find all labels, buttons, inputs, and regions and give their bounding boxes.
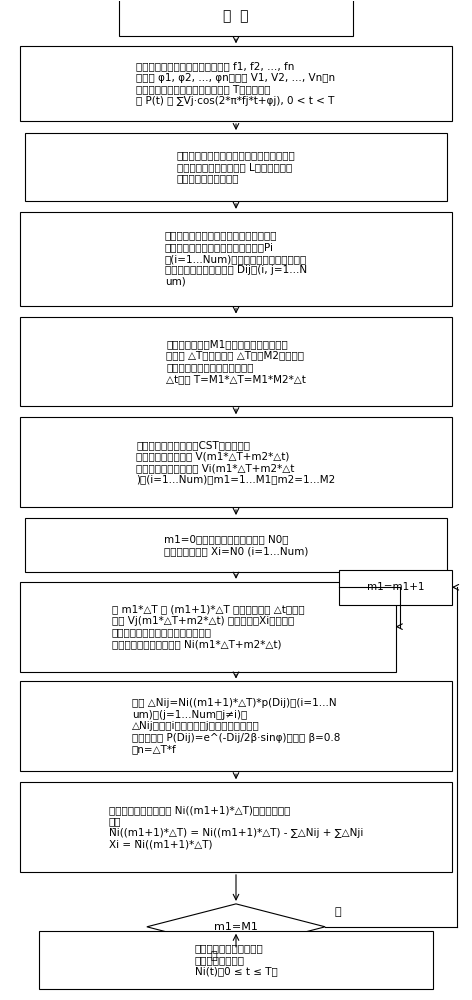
- Text: 计算 △Nij=Ni((m1+1)*△T)*p(Dij)，(i=1...N
um)，(j=1...Num，j≠i)，
△Nij代表第i个区域向第j个区域扩散的电: 计算 △Nij=Ni((m1+1)*△T)*p(Dij)，(i=1...N um…: [132, 698, 340, 755]
- Text: 对仿真时间进行M1等分，时间长度记为扩
散步长 △T，把每一个 △T进行M2等分，等
分后的时间步长记为累计步长为
△t，即 T=M1*△T=M1*M2*△t: 对仿真时间进行M1等分，时间长度记为扩 散步长 △T，把每一个 △T进行M2等分…: [166, 339, 306, 384]
- Text: 结束计算，获得电子数目
随时间的变化曲线
Ni(t)，0 ≤ t ≤ T。: 结束计算，获得电子数目 随时间的变化曲线 Ni(t)，0 ≤ t ≤ T。: [194, 943, 278, 976]
- FancyBboxPatch shape: [39, 931, 433, 989]
- FancyBboxPatch shape: [20, 582, 396, 672]
- Text: m1=0，区域的初始电子数目为 N0，
仿真初始时刻令 Xi=N0 (i=1...Num): m1=0，区域的初始电子数目为 N0， 仿真初始时刻令 Xi=N0 (i=1..…: [164, 534, 308, 556]
- FancyBboxPatch shape: [20, 212, 452, 306]
- Text: 确定待分析的激励信号，载波频率 f1, f2, …, fn
，相位 φ1, φ2, …, φn，幅值 V1, V2, …, Vn，n
为载波路数；确定仿真的时间: 确定待分析的激励信号，载波频率 f1, f2, …, fn ，相位 φ1, φ2…: [136, 61, 336, 106]
- Polygon shape: [147, 904, 325, 950]
- Text: 在与外加电场垂直的方向对待分析的微波
部件横截面进行等分，每个区域记为Pi
，(i=1...Num)，在扩散方向上，任意两个
区域中心之间的距离记为 Dij，(: 在与外加电场垂直的方向对待分析的微波 部件横截面进行等分，每个区域记为Pi ，(…: [165, 230, 307, 287]
- Text: 在 m1*△T 到 (m1+1)*△T 时间段内，以 △t为步长
，以 Vj(m1*△T+m2*△t) 为激励，以Xi为初始电
子数目，采用二次电子倍率统计方法: 在 m1*△T 到 (m1+1)*△T 时间段内，以 △t为步长 ，以 Vj(m…: [111, 604, 304, 649]
- FancyBboxPatch shape: [118, 0, 354, 36]
- Text: 通过通用电磁仿真软件CST或解析计算
设置微波部件对应于 V(m1*△T+m2*△t)
时每个区域的平均电压 Vi(m1*△T+m2*△t
)，(i=1...N: 通过通用电磁仿真软件CST或解析计算 设置微波部件对应于 V(m1*△T+m2*…: [136, 440, 336, 485]
- Text: 确定器件结构，待分析微波部件发生微波放
电的上下极板之间距离为 L，设定器件表
面的二次电子发射特性: 确定器件结构，待分析微波部件发生微波放 电的上下极板之间距离为 L，设定器件表 …: [177, 150, 295, 184]
- Text: 否: 否: [335, 907, 341, 917]
- Text: 是: 是: [211, 951, 217, 961]
- Text: 对每个区域的电子数目 Ni((m1+1)*△T)进行重新分配
获得
N̄i((m1+1)*△T) = Ni((m1+1)*△T) - ∑△Nij + ∑△Nji: 对每个区域的电子数目 Ni((m1+1)*△T)进行重新分配 获得 N̄i((m…: [109, 805, 363, 849]
- FancyBboxPatch shape: [20, 782, 452, 872]
- FancyBboxPatch shape: [20, 681, 452, 771]
- FancyBboxPatch shape: [20, 317, 452, 406]
- FancyBboxPatch shape: [20, 417, 452, 507]
- FancyBboxPatch shape: [339, 570, 452, 605]
- FancyBboxPatch shape: [25, 518, 447, 572]
- FancyBboxPatch shape: [25, 133, 447, 201]
- Text: m1=M1: m1=M1: [214, 922, 258, 932]
- FancyBboxPatch shape: [20, 46, 452, 121]
- Text: 开  始: 开 始: [223, 9, 249, 23]
- Text: m1=m1+1: m1=m1+1: [367, 582, 424, 592]
